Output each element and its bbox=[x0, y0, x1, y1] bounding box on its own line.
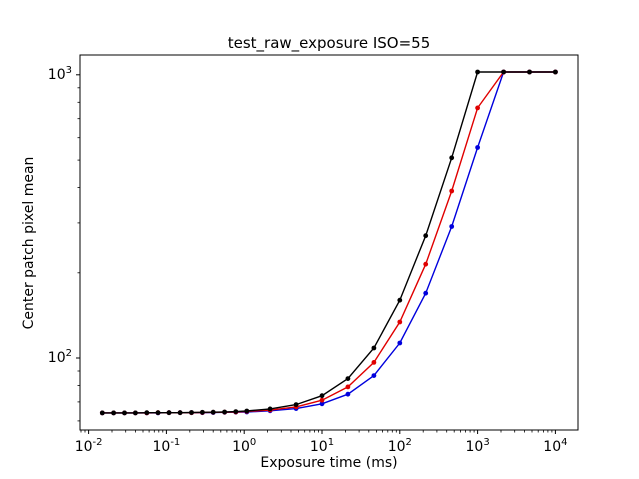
svg-text:103: 103 bbox=[48, 65, 72, 83]
svg-text:103: 103 bbox=[465, 437, 489, 455]
svg-text:102: 102 bbox=[388, 437, 412, 455]
svg-text:100: 100 bbox=[232, 437, 256, 455]
svg-text:104: 104 bbox=[543, 437, 567, 455]
x-axis-label: Exposure time (ms) bbox=[260, 455, 398, 471]
svg-text:101: 101 bbox=[310, 437, 334, 455]
svg-text:10-2: 10-2 bbox=[75, 437, 103, 455]
chart-title: test_raw_exposure ISO=55 bbox=[227, 34, 431, 52]
svg-text:102: 102 bbox=[48, 348, 72, 366]
svg-text:10-1: 10-1 bbox=[152, 437, 180, 455]
